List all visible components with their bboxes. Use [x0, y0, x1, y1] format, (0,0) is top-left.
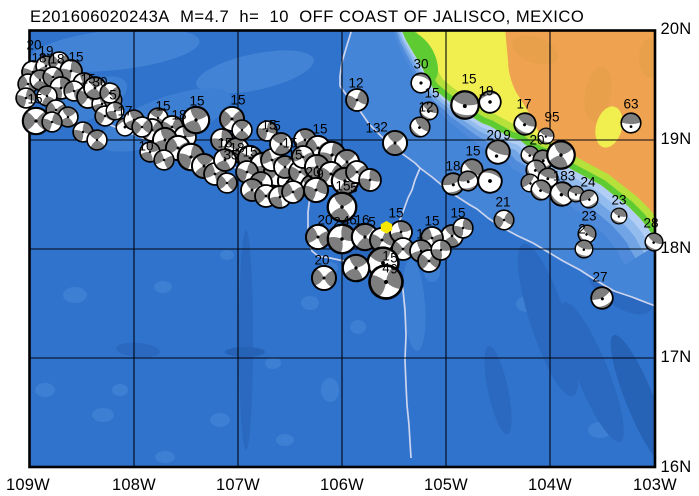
svg-text:15: 15 — [388, 206, 403, 221]
svg-text:2: 2 — [578, 222, 586, 237]
svg-text:15: 15 — [424, 86, 439, 101]
svg-text:107W: 107W — [216, 476, 260, 494]
svg-text:23: 23 — [581, 209, 596, 224]
svg-text:95: 95 — [544, 110, 559, 125]
svg-text:15: 15 — [287, 148, 302, 163]
svg-text:28: 28 — [643, 216, 658, 231]
svg-text:103W: 103W — [633, 476, 677, 494]
svg-text:15: 15 — [465, 144, 480, 159]
svg-text:30: 30 — [92, 75, 107, 90]
svg-text:24: 24 — [580, 175, 596, 190]
svg-text:9: 9 — [316, 167, 324, 182]
svg-text:18: 18 — [49, 52, 64, 67]
svg-text:18: 18 — [171, 108, 186, 123]
svg-text:20N: 20N — [661, 20, 692, 38]
svg-text:13: 13 — [365, 121, 380, 136]
svg-text:18N: 18N — [661, 239, 692, 257]
svg-text:20: 20 — [486, 128, 501, 143]
svg-text:10: 10 — [138, 139, 153, 154]
svg-text:20: 20 — [529, 133, 544, 148]
svg-text:15: 15 — [155, 99, 170, 114]
svg-text:12: 12 — [348, 76, 363, 91]
svg-text:15: 15 — [335, 179, 350, 194]
svg-text:15: 15 — [261, 118, 276, 133]
svg-text:104W: 104W — [528, 476, 572, 494]
svg-text:16N: 16N — [661, 458, 692, 476]
svg-text:15: 15 — [424, 214, 439, 229]
svg-text:1: 1 — [382, 249, 390, 264]
svg-text:23: 23 — [611, 193, 626, 208]
svg-text:15: 15 — [450, 206, 465, 221]
svg-text:17N: 17N — [661, 348, 692, 366]
svg-text:16: 16 — [354, 213, 369, 228]
svg-text:15: 15 — [282, 136, 297, 151]
svg-text:5: 5 — [350, 181, 358, 196]
svg-text:19: 19 — [38, 44, 53, 59]
svg-text:108W: 108W — [112, 476, 156, 494]
svg-text:18: 18 — [445, 159, 460, 174]
svg-text:15: 15 — [461, 72, 476, 87]
svg-text:12: 12 — [418, 100, 433, 115]
svg-text:27: 27 — [592, 270, 607, 285]
svg-text:18: 18 — [31, 51, 46, 66]
svg-text:6: 6 — [349, 213, 357, 228]
svg-text:21: 21 — [495, 195, 510, 210]
svg-text:15: 15 — [217, 136, 232, 151]
svg-text:105W: 105W — [424, 476, 468, 494]
svg-text:9: 9 — [503, 128, 511, 143]
svg-text:63: 63 — [623, 97, 638, 112]
svg-text:17: 17 — [516, 97, 531, 112]
svg-text:1: 1 — [416, 227, 424, 242]
svg-text:4: 4 — [342, 214, 350, 229]
svg-text:5: 5 — [390, 251, 398, 266]
svg-text:15: 15 — [230, 93, 245, 108]
svg-text:109W: 109W — [6, 476, 50, 494]
svg-text:106W: 106W — [320, 476, 364, 494]
svg-text:15: 15 — [189, 94, 204, 109]
svg-text:183: 183 — [553, 169, 576, 184]
svg-text:15: 15 — [27, 92, 42, 107]
svg-text:17: 17 — [117, 104, 132, 119]
svg-text:30: 30 — [413, 57, 428, 72]
svg-text:5: 5 — [273, 119, 281, 134]
svg-text:15: 15 — [68, 50, 83, 65]
svg-text:15: 15 — [312, 122, 327, 137]
svg-text:9: 9 — [390, 262, 398, 277]
svg-text:35: 35 — [223, 148, 238, 163]
svg-text:20: 20 — [317, 213, 332, 228]
svg-text:20: 20 — [305, 165, 320, 180]
svg-text:15: 15 — [80, 72, 95, 87]
svg-text:5: 5 — [368, 215, 376, 230]
svg-text:5: 5 — [109, 88, 117, 103]
svg-text:20: 20 — [26, 38, 41, 53]
svg-text:19: 19 — [478, 84, 493, 99]
svg-text:18: 18 — [229, 141, 244, 156]
svg-text:2: 2 — [380, 120, 388, 135]
svg-text:20: 20 — [314, 253, 329, 268]
svg-text:E201606020243A M=4.7 h= 10: E201606020243A M=4.7 h= 10 OFF COAST OF … — [30, 7, 584, 26]
svg-text:19N: 19N — [661, 130, 692, 148]
svg-text:4: 4 — [382, 261, 390, 276]
svg-text:15: 15 — [242, 145, 257, 160]
svg-text:2: 2 — [333, 215, 341, 230]
